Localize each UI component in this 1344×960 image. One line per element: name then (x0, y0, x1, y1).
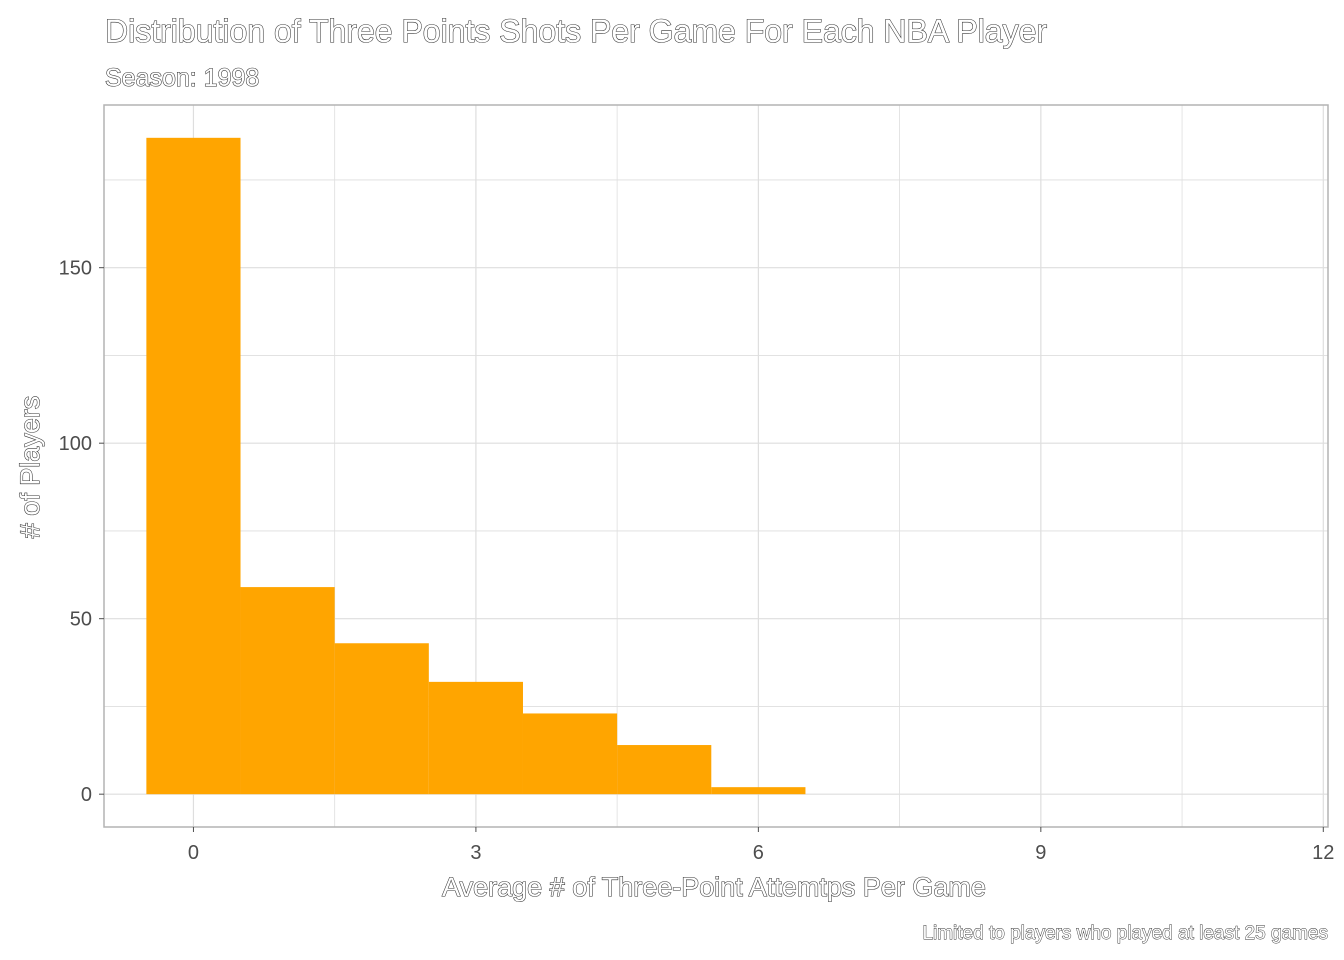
y-tick-label: 100 (59, 433, 92, 455)
plot-panel-border (103, 104, 1329, 828)
y-tick-label: 0 (81, 784, 92, 806)
x-tick-label: 6 (753, 842, 764, 864)
histogram-bar (334, 643, 429, 795)
histogram-bar (711, 787, 806, 795)
histogram-bar (522, 713, 618, 795)
y-tick-label: 50 (70, 609, 92, 631)
x-axis-title: Average # of Three-Point Attemtps Per Ga… (442, 872, 986, 902)
y-axis-title: # of Players (15, 396, 45, 539)
histogram-bar (146, 137, 241, 795)
x-tick-label: 12 (1312, 842, 1334, 864)
histogram-bar (240, 587, 335, 795)
x-tick-label: 9 (1035, 842, 1046, 864)
histogram-bar (428, 681, 523, 795)
x-tick-label: 3 (470, 842, 481, 864)
histogram-bars (146, 137, 806, 795)
y-axis-ticks: 0 50 100 150 (59, 258, 104, 806)
chart-caption: Limited to players who played at least 2… (922, 923, 1328, 944)
chart-title: Distribution of Three Points Shots Per G… (105, 13, 1047, 49)
x-tick-label: 0 (188, 842, 199, 864)
x-axis-ticks: 0 3 6 9 12 (188, 827, 1334, 864)
y-tick-label: 150 (59, 258, 92, 280)
chart-subtitle: Season: 1998 (105, 64, 259, 92)
histogram-bar (617, 745, 712, 795)
